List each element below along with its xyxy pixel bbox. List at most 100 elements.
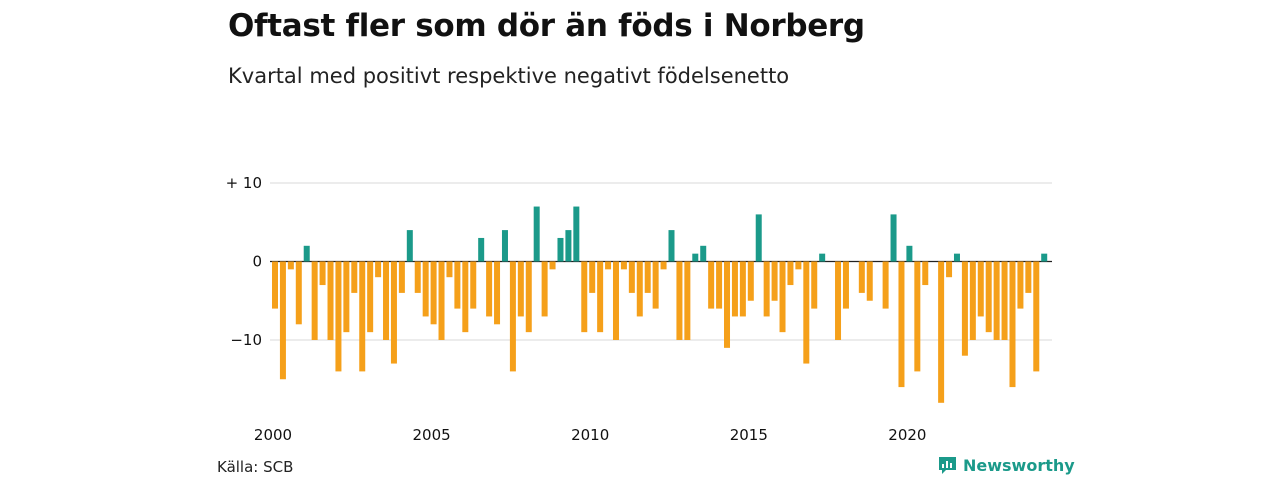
bar bbox=[969, 261, 976, 340]
bar bbox=[1033, 261, 1040, 372]
bar bbox=[501, 230, 508, 262]
bar bbox=[375, 261, 382, 278]
bar bbox=[398, 261, 405, 293]
bar bbox=[914, 261, 921, 372]
bar bbox=[272, 261, 278, 309]
bar bbox=[446, 261, 453, 278]
bar bbox=[628, 261, 635, 293]
x-tick-label: 2000 bbox=[254, 426, 292, 444]
bar bbox=[367, 261, 374, 333]
bar bbox=[327, 261, 334, 340]
bar bbox=[541, 261, 548, 317]
bar bbox=[644, 261, 651, 293]
bar bbox=[858, 261, 865, 293]
bar bbox=[922, 261, 929, 286]
bar bbox=[716, 261, 723, 309]
bar bbox=[597, 261, 604, 333]
bar bbox=[303, 245, 310, 262]
bar bbox=[470, 261, 477, 309]
bar bbox=[581, 261, 588, 333]
bar bbox=[438, 261, 445, 340]
bar bbox=[351, 261, 358, 293]
bar bbox=[343, 261, 350, 333]
x-axis: 2000 2005 2010 2015 2020 bbox=[254, 426, 927, 444]
y-axis: + 10 0 −10 bbox=[226, 174, 262, 349]
x-tick-label: 2010 bbox=[571, 426, 609, 444]
bar bbox=[771, 261, 778, 301]
bar bbox=[787, 261, 794, 286]
chart-title: Oftast fler som dör än föds i Norberg bbox=[228, 8, 865, 44]
bar bbox=[359, 261, 366, 372]
bar bbox=[279, 261, 286, 380]
bar bbox=[993, 261, 1000, 340]
x-tick-label: 2015 bbox=[730, 426, 768, 444]
bar bbox=[676, 261, 683, 340]
bar bbox=[731, 261, 738, 317]
y-tick-label: −10 bbox=[230, 331, 262, 349]
chart-subtitle: Kvartal med positivt respektive negativt… bbox=[228, 64, 790, 88]
bar bbox=[819, 253, 826, 262]
bar bbox=[763, 261, 770, 317]
x-tick-label: 2005 bbox=[413, 426, 451, 444]
source-note: Källa: SCB bbox=[217, 458, 294, 476]
bar bbox=[660, 261, 667, 270]
bar bbox=[684, 261, 691, 340]
bar bbox=[383, 261, 390, 340]
bar bbox=[938, 261, 945, 403]
bar bbox=[953, 253, 960, 262]
bar bbox=[295, 261, 302, 325]
bar bbox=[652, 261, 659, 309]
bar bbox=[811, 261, 818, 309]
x-tick-label: 2020 bbox=[888, 426, 926, 444]
bar bbox=[557, 237, 564, 262]
bar bbox=[525, 261, 532, 333]
bar bbox=[985, 261, 992, 333]
bar bbox=[335, 261, 342, 372]
bar bbox=[842, 261, 849, 309]
bar bbox=[612, 261, 619, 340]
newsworthy-logo: Newsworthy bbox=[937, 455, 1075, 476]
bar bbox=[946, 261, 953, 278]
bar bbox=[977, 261, 984, 317]
bar bbox=[494, 261, 501, 325]
bar bbox=[890, 214, 897, 262]
bar bbox=[454, 261, 461, 309]
bar bbox=[692, 253, 699, 262]
bar bbox=[1001, 261, 1008, 340]
bar bbox=[835, 261, 842, 340]
bar bbox=[961, 261, 968, 356]
bar bbox=[319, 261, 326, 286]
bar bbox=[430, 261, 437, 325]
bar bbox=[287, 261, 294, 270]
bar bbox=[478, 237, 485, 262]
bar bbox=[882, 261, 889, 309]
bar bbox=[589, 261, 596, 293]
bar bbox=[486, 261, 493, 317]
bar bbox=[739, 261, 746, 317]
bar bbox=[517, 261, 524, 317]
bar bbox=[668, 230, 675, 262]
bar bbox=[795, 261, 802, 270]
bar bbox=[620, 261, 627, 270]
bar bbox=[509, 261, 516, 372]
bar bbox=[406, 230, 413, 262]
bar bbox=[414, 261, 421, 293]
bar bbox=[549, 261, 556, 270]
bar-series bbox=[272, 206, 1048, 403]
newsworthy-icon bbox=[939, 457, 956, 474]
bar bbox=[803, 261, 810, 364]
bar bbox=[533, 206, 540, 262]
bar bbox=[708, 261, 715, 309]
bar bbox=[700, 245, 707, 262]
bar bbox=[898, 261, 905, 388]
bar bbox=[390, 261, 397, 364]
bar bbox=[1041, 253, 1048, 262]
bar bbox=[866, 261, 873, 301]
bar bbox=[605, 261, 612, 270]
bar bbox=[573, 206, 580, 262]
bar bbox=[422, 261, 429, 317]
bar bbox=[906, 245, 913, 262]
bar bbox=[1009, 261, 1016, 388]
y-tick-label: 0 bbox=[252, 253, 262, 271]
